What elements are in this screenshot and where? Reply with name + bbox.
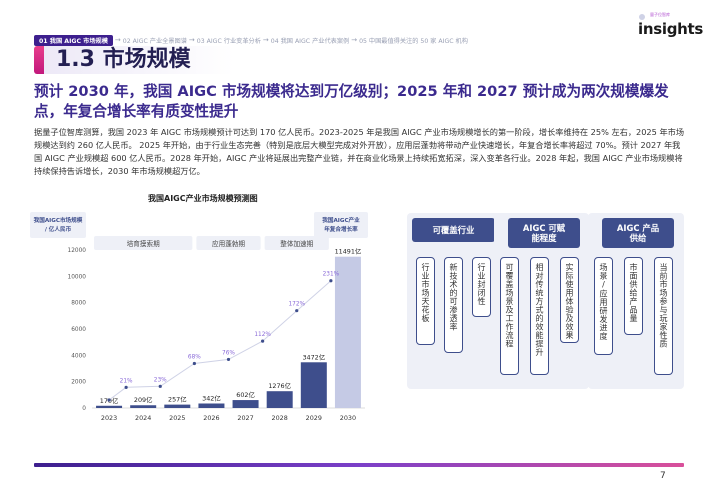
arrow-icon: → [351, 36, 358, 44]
stage-box [94, 236, 193, 250]
panel-item: 行业封闭性 [472, 257, 491, 317]
growth-label: 21% [120, 378, 133, 384]
bar-value-label: 342亿 [202, 393, 221, 402]
panel-item: 实际使用体验及效果 [560, 257, 579, 343]
logo-subtitle: 量子位智库 [650, 12, 670, 17]
growth-label: 231% [323, 272, 340, 278]
panel-head-industry: 可覆盖行业 [412, 218, 495, 242]
left-label-box [30, 212, 86, 238]
panel-item: 可覆盖场景及工作流程 [500, 257, 519, 375]
bar-value-label: 209亿 [134, 395, 153, 404]
x-tick-label: 2026 [203, 414, 219, 422]
growth-label: 23% [154, 377, 167, 383]
arrow-icon: → [114, 36, 121, 44]
arrow-icon: → [262, 36, 269, 44]
headline: 预计 2030 年，我国 AIGC 市场规模将达到万亿级别；2025 年和 20… [34, 83, 669, 120]
stage-label: 培育摸索期 [127, 239, 160, 248]
stage-label: 应用蓬勃期 [212, 239, 245, 248]
y-tick-label: 12000 [68, 248, 87, 254]
growth-label: 68% [188, 354, 201, 360]
bar [300, 362, 327, 408]
panel-supply: AIGC 产品供给 场景/应用研发进度 市面供给产品量 当前市场参与玩家性质 [588, 213, 684, 389]
right-label-box [314, 212, 368, 238]
panel-item: 当前市场参与玩家性质 [654, 257, 673, 375]
right-axis-label: 年复合增长率 [324, 225, 358, 233]
panel-industry: 可覆盖行业 行业市场天花板 新技术的可渗透率 行业封闭性 [407, 213, 500, 389]
bar [266, 391, 293, 408]
y-tick-label: 10000 [68, 274, 87, 280]
growth-point [226, 357, 231, 362]
panel-item: 相对传统方式的效能提升 [530, 257, 549, 375]
nav-item-active[interactable]: 01 我国 AIGC 市场规模 [34, 34, 113, 46]
brand-logo: 量子位智库 insights [638, 12, 703, 38]
panel-head-text: AIGC 可赋能程度 [522, 223, 566, 243]
y-tick-label: 8000 [71, 301, 86, 307]
bar-value-label: 3472亿 [302, 352, 325, 361]
nav-item-5[interactable]: 05 中国最值得关注的 50 家 AIGC 机构 [359, 37, 468, 45]
stage-box [264, 236, 329, 250]
y-tick-label: 4000 [71, 353, 86, 359]
nav-item-3[interactable]: 03 AIGC 行业变革分析 [196, 37, 261, 45]
x-tick-label: 2030 [340, 414, 356, 422]
growth-point [192, 361, 196, 366]
x-tick-label: 2024 [135, 414, 151, 422]
y-tick-label: 0 [82, 406, 86, 412]
growth-point [329, 279, 333, 283]
title-background [44, 46, 234, 74]
page-number: 7 [660, 471, 666, 481]
panel-item: 场景/应用研发进度 [594, 257, 613, 355]
growth-label: 172% [288, 302, 305, 308]
left-axis-label: / 亿人民币 [45, 225, 72, 233]
bar [232, 400, 259, 408]
growth-point [261, 339, 265, 343]
growth-label: 76% [222, 350, 235, 356]
panel-head-supply: AIGC 产品供给 [602, 218, 674, 248]
section-nav: 01 我国 AIGC 市场规模 → 02 AIGC 产业全景图谱 → 03 AI… [34, 34, 468, 46]
bar [164, 404, 191, 408]
logo-dot-icon [639, 14, 645, 20]
stage-label: 整体加速期 [280, 239, 313, 248]
chart-title: 我国AIGC产业市场规模预测图 [148, 194, 258, 203]
panel-item: 市面供给产品量 [624, 257, 643, 335]
left-axis-label: 我国AIGC市场规模 [34, 216, 83, 224]
bar-value-label: 257亿 [168, 395, 187, 404]
growth-label: 112% [254, 332, 271, 338]
x-tick-label: 2027 [237, 414, 253, 422]
bar-value-label: 602亿 [236, 390, 255, 399]
growth-point [124, 385, 128, 389]
growth-line [108, 280, 332, 401]
page-title: 1.3 市场规模 [56, 47, 191, 72]
logo-text: insights [638, 20, 704, 38]
footer-bar [34, 463, 684, 467]
panel-head-text: AIGC 产品供给 [616, 223, 660, 243]
x-tick-label: 2025 [169, 414, 185, 422]
growth-point [295, 309, 299, 313]
bar [130, 405, 157, 408]
nav-item-4[interactable]: 04 我国 AIGC 产业代表案例 [270, 37, 350, 45]
bar [198, 403, 225, 408]
y-tick-label: 2000 [71, 380, 86, 386]
growth-point [107, 398, 111, 402]
bar [96, 405, 123, 408]
bar-value-label: 1276亿 [268, 381, 291, 390]
x-tick-label: 2023 [101, 414, 117, 422]
bar-value-label: 11491亿 [335, 247, 362, 256]
arrow-icon: → [188, 36, 195, 44]
bar [334, 256, 361, 408]
panel-item: 行业市场天花板 [416, 257, 435, 345]
x-tick-label: 2029 [306, 414, 322, 422]
right-axis-label: 我国AIGC产业 [322, 216, 360, 224]
body-paragraph: 据量子位智库测算，我国 2023 年 AIGC 市场规模预计可达到 170 亿人… [34, 127, 685, 176]
panel-head-enablement: AIGC 可赋能程度 [508, 218, 580, 248]
panel-enablement: AIGC 可赋能程度 可覆盖场景及工作流程 相对传统方式的效能提升 实际使用体验… [494, 213, 589, 389]
growth-point [158, 384, 162, 388]
nav-item-2[interactable]: 02 AIGC 产业全景图谱 [122, 37, 187, 45]
y-tick-label: 6000 [71, 327, 86, 333]
stage-box [196, 236, 261, 250]
panel-item: 新技术的可渗透率 [444, 257, 463, 353]
x-tick-label: 2028 [272, 414, 288, 422]
